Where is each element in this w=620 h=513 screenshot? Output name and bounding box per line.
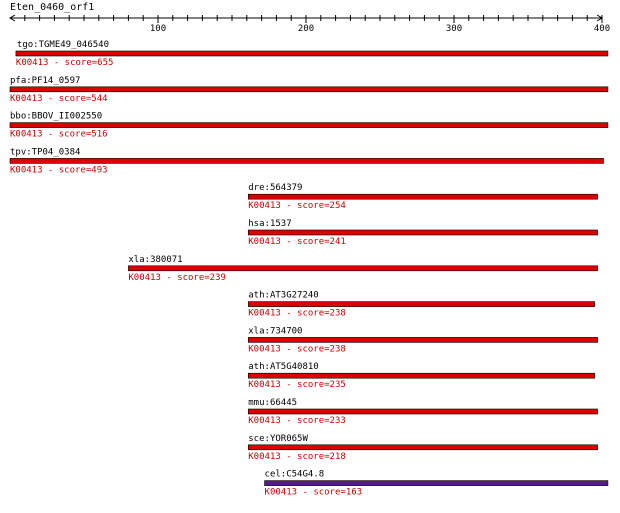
- hit-alignment-bar[interactable]: [9, 158, 604, 164]
- axis-tick-label: 200: [298, 24, 314, 34]
- hit-row[interactable]: ath:AT3G27240 K00413 - score=238: [247, 291, 595, 319]
- hit-name-link[interactable]: xla:380071: [128, 255, 182, 265]
- axis-tick-label: 400: [594, 24, 610, 34]
- hit-row[interactable]: dre:564379 K00413 - score=254: [247, 183, 598, 211]
- ruler-axis: 100 200 300 400: [9, 14, 610, 34]
- hit-row[interactable]: xla:734700 K00413 - score=238: [247, 326, 598, 354]
- hit-name-link[interactable]: bbo:BBOV_II002550: [10, 112, 102, 122]
- axis-arrow-left-icon: [9, 14, 16, 22]
- hit-name-link[interactable]: xla:734700: [248, 326, 302, 336]
- query-title: Eten_0460_orf1: [10, 2, 94, 13]
- hit-score-link[interactable]: K00413 - score=239: [128, 273, 226, 283]
- hit-row[interactable]: hsa:1537 K00413 - score=241: [247, 219, 598, 247]
- hit-row[interactable]: sce:YOR065W K00413 - score=218: [247, 434, 598, 462]
- hit-score-link[interactable]: K00413 - score=163: [265, 488, 363, 498]
- hit-name-link[interactable]: tgo:TGME49_046540: [17, 40, 109, 50]
- hit-score-link[interactable]: K00413 - score=254: [248, 201, 346, 211]
- hit-score-link[interactable]: K00413 - score=235: [248, 380, 346, 390]
- hit-score-link[interactable]: K00413 - score=233: [248, 416, 346, 426]
- hit-name-link[interactable]: hsa:1537: [248, 219, 291, 229]
- hit-list: tgo:TGME49_046540 K00413 - score=655 pfa:P…: [9, 40, 609, 498]
- hit-alignment-bar[interactable]: [247, 444, 598, 451]
- hit-score-link[interactable]: K00413 - score=238: [248, 309, 346, 319]
- hit-name-link[interactable]: tpv:TP04_0384: [10, 147, 80, 157]
- hit-name-link[interactable]: mmu:66445: [248, 398, 297, 408]
- hit-row[interactable]: ath:AT5G40810 K00413 - score=235: [247, 362, 595, 390]
- hit-score-link[interactable]: K00413 - score=516: [10, 130, 108, 140]
- hit-row[interactable]: xla:380071 K00413 - score=239: [128, 255, 598, 283]
- hit-row[interactable]: tpv:TP04_0384 K00413 - score=493: [9, 147, 604, 175]
- hit-row[interactable]: tgo:TGME49_046540 K00413 - score=655: [15, 40, 609, 68]
- hit-name-link[interactable]: sce:YOR065W: [248, 434, 308, 444]
- hit-alignment-bar[interactable]: [9, 122, 609, 128]
- hit-alignment-bar[interactable]: [247, 301, 595, 307]
- hit-alignment-bar[interactable]: [9, 86, 609, 93]
- hit-alignment-bar[interactable]: [247, 372, 595, 379]
- hit-name-link[interactable]: dre:564379: [248, 183, 302, 193]
- hit-score-link[interactable]: K00413 - score=493: [10, 165, 108, 175]
- hit-alignment-bar[interactable]: [15, 50, 609, 57]
- hit-name-link[interactable]: ath:AT3G27240: [248, 291, 318, 301]
- hit-alignment-bar[interactable]: [247, 193, 598, 200]
- hit-score-link[interactable]: K00413 - score=655: [16, 58, 114, 68]
- hit-alignment-bar[interactable]: [264, 480, 609, 486]
- hit-name-link[interactable]: ath:AT5G40810: [248, 362, 318, 372]
- hit-row[interactable]: cel:C54G4.8 K00413 - score=163: [264, 470, 609, 498]
- hit-name-link[interactable]: cel:C54G4.8: [265, 470, 325, 480]
- hit-row[interactable]: pfa:PF14_0597 K00413 - score=544: [9, 76, 609, 104]
- hit-row[interactable]: bbo:BBOV_II002550 K00413 - score=516: [9, 112, 609, 140]
- hit-alignment-bar[interactable]: [247, 229, 598, 236]
- axis-tick-label: 300: [446, 24, 462, 34]
- hit-row[interactable]: mmu:66445 K00413 - score=233: [247, 398, 598, 426]
- hit-score-link[interactable]: K00413 - score=544: [10, 94, 108, 104]
- axis-tick-label: 100: [150, 24, 166, 34]
- hit-score-link[interactable]: K00413 - score=238: [248, 344, 346, 354]
- hit-alignment-bar[interactable]: [128, 265, 598, 272]
- hit-alignment-bar[interactable]: [247, 337, 598, 343]
- hit-score-link[interactable]: K00413 - score=218: [248, 452, 346, 462]
- hit-score-link[interactable]: K00413 - score=241: [248, 237, 346, 247]
- hit-name-link[interactable]: pfa:PF14_0597: [10, 76, 80, 86]
- hit-alignment-bar[interactable]: [247, 408, 598, 415]
